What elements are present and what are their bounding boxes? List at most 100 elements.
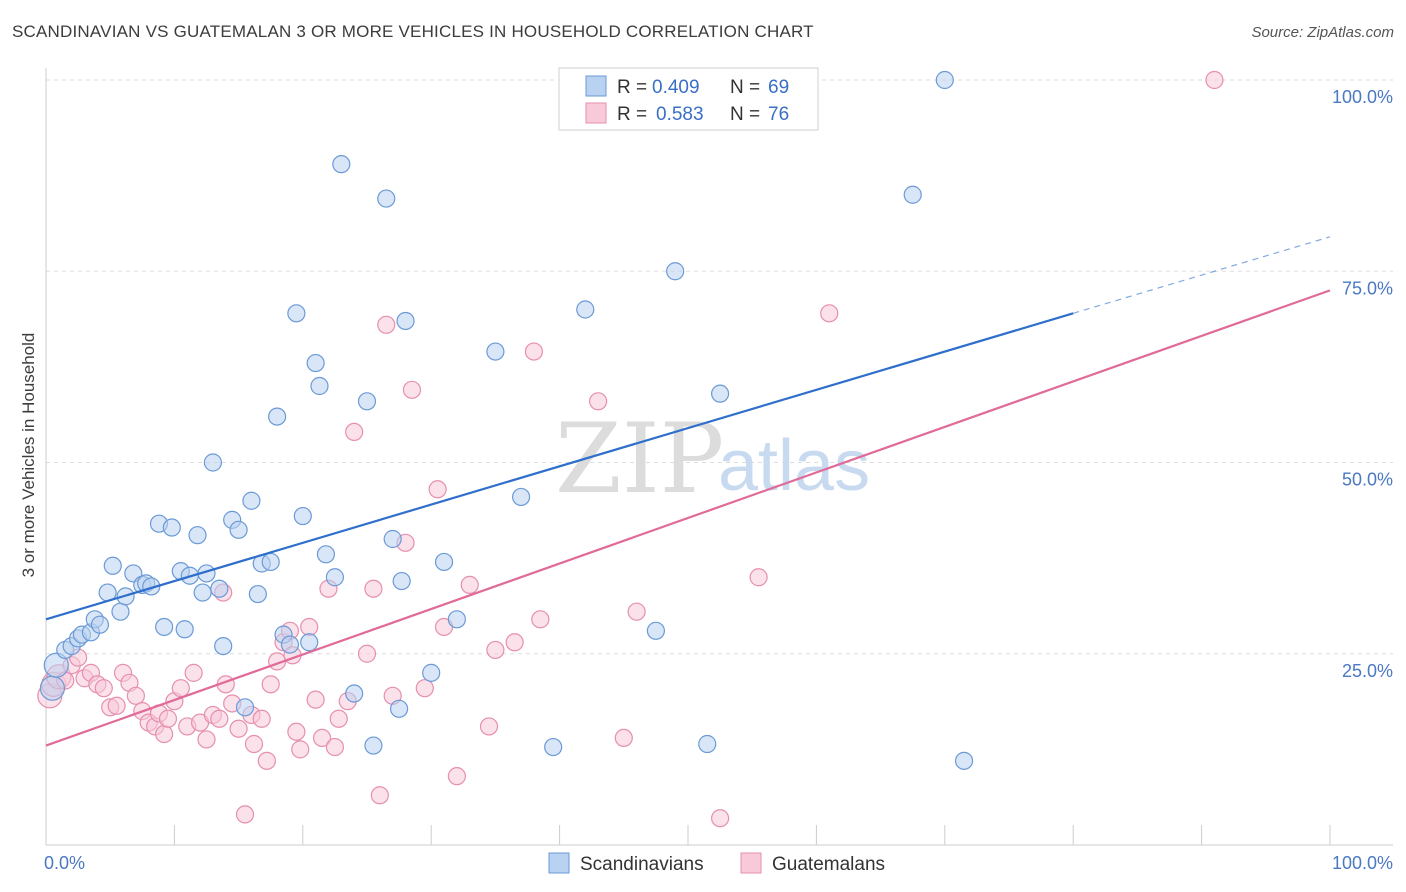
scandinavian-point-47 bbox=[345, 684, 364, 703]
guatemalan-point-46 bbox=[306, 690, 325, 709]
scandinavian-point-66 bbox=[710, 384, 730, 403]
guatemalan-point-22 bbox=[171, 679, 190, 698]
scandinavian-point-60 bbox=[544, 737, 563, 757]
scandinavian-point-40 bbox=[293, 506, 312, 526]
scandinavian-point-54 bbox=[396, 311, 415, 331]
guatemalan-point-69 bbox=[531, 610, 550, 629]
guatemalan-point-68 bbox=[524, 342, 544, 361]
scandinavian-point-24 bbox=[193, 583, 212, 602]
scandinavian-point-36 bbox=[268, 407, 287, 426]
scandinavian-point-48 bbox=[357, 392, 377, 411]
scandinavian-point-23 bbox=[188, 526, 207, 545]
guatemalan-point-66 bbox=[486, 640, 505, 660]
guatemalan-point-73 bbox=[710, 809, 730, 828]
legend-n-label-scandinavians: N = bbox=[730, 77, 760, 98]
guatemalan-point-35 bbox=[244, 734, 264, 754]
guatemalan-point-20 bbox=[158, 709, 178, 728]
scandinavian-point-31 bbox=[235, 698, 255, 717]
scandinavian-point-19 bbox=[162, 518, 181, 537]
guatemalan-point-59 bbox=[402, 380, 422, 399]
x-tick-label-0: 0.0% bbox=[44, 853, 85, 873]
scandinavian-trend-extension bbox=[1073, 236, 1331, 314]
guatemalan-point-71 bbox=[614, 728, 633, 748]
scandinavian-point-11 bbox=[111, 602, 130, 621]
guatemalan-point-47 bbox=[312, 728, 332, 748]
scandinavian-point-53 bbox=[392, 571, 411, 591]
guatemalan-point-63 bbox=[447, 767, 466, 786]
bottom-legend-swatch-scandinavians bbox=[548, 852, 570, 874]
scandinavian-point-50 bbox=[377, 189, 396, 208]
guatemalan-point-44 bbox=[291, 740, 310, 759]
scandinavian-point-28 bbox=[214, 636, 233, 656]
source-label: Source: ZipAtlas.com bbox=[1251, 24, 1394, 41]
scandinavian-point-68 bbox=[935, 70, 954, 90]
scandinavian-point-39 bbox=[287, 304, 306, 323]
scandinavian-point-1 bbox=[43, 652, 69, 678]
guatemalan-point-61 bbox=[428, 480, 447, 499]
scandinavian-point-46 bbox=[332, 155, 351, 174]
scandinavian-point-38 bbox=[280, 635, 300, 654]
guatemalan-point-75 bbox=[820, 304, 839, 323]
scandinavian-point-33 bbox=[248, 584, 267, 604]
scandinavian-point-32 bbox=[242, 491, 261, 510]
scandinavian-point-67 bbox=[903, 185, 922, 204]
y-tick-label-1: 50.0% bbox=[1342, 470, 1393, 490]
guatemalan-point-52 bbox=[345, 422, 364, 441]
scandinavian-point-69 bbox=[954, 751, 974, 770]
scandinavian-trend-line bbox=[45, 312, 1074, 621]
legend-n-value-guatemalans: 76 bbox=[768, 104, 789, 125]
scandinavian-point-63 bbox=[646, 621, 666, 640]
y-tick-label-3: 100.0% bbox=[1332, 87, 1393, 107]
guatemalan-point-56 bbox=[377, 315, 396, 334]
scandinavian-point-8 bbox=[90, 615, 110, 634]
legend-swatch-guatemalans bbox=[585, 102, 607, 124]
guatemalan-trend-line bbox=[45, 289, 1331, 747]
guatemalan-point-33 bbox=[235, 805, 255, 824]
scandinavian-point-30 bbox=[229, 520, 248, 539]
scandinavian-point-27 bbox=[210, 579, 229, 598]
scandinavian-point-26 bbox=[203, 453, 223, 472]
legend: R = 0.409 N = 69 R = 0.583 N = 76 bbox=[558, 67, 819, 131]
scandinavian-point-58 bbox=[486, 342, 505, 361]
scandinavian-point-51 bbox=[383, 529, 402, 549]
guatemalan-point-19 bbox=[155, 724, 174, 744]
data-points bbox=[37, 70, 1224, 828]
scandinavian-point-52 bbox=[390, 699, 409, 718]
scandinavian-point-42 bbox=[306, 353, 325, 373]
guatemalan-point-37 bbox=[257, 751, 276, 770]
y-tick-labels: 25.0% 50.0% 75.0% 100.0% bbox=[1332, 87, 1393, 681]
scandinavian-point-21 bbox=[175, 620, 194, 639]
bottom-legend-label-guatemalans: Guatemalans bbox=[772, 854, 885, 875]
scandinavian-point-10 bbox=[103, 556, 122, 575]
scandinavian-point-44 bbox=[316, 545, 336, 564]
guatemalan-point-65 bbox=[479, 717, 499, 736]
scandinavian-point-55 bbox=[422, 663, 441, 682]
scandinavian-point-61 bbox=[576, 300, 595, 319]
guatemalan-point-64 bbox=[460, 575, 479, 595]
axes bbox=[45, 68, 1393, 846]
legend-r-value-scandinavians: 0.409 bbox=[652, 77, 700, 98]
guatemalan-point-50 bbox=[329, 709, 348, 728]
guatemalan-point-26 bbox=[197, 730, 216, 749]
bottom-legend-swatch-guatemalans bbox=[740, 852, 762, 874]
legend-n-label-guatemalans: N = bbox=[730, 104, 760, 125]
legend-n-value-scandinavians: 69 bbox=[768, 77, 789, 98]
legend-swatch-scandinavians bbox=[585, 75, 607, 97]
guatemalan-point-76 bbox=[1205, 70, 1224, 90]
x-tick-label-1: 100.0% bbox=[1332, 853, 1393, 873]
guatemalan-point-14 bbox=[126, 686, 145, 705]
legend-r-label-scandinavians: R = bbox=[617, 77, 647, 98]
watermark-atlas: atlas bbox=[718, 426, 870, 506]
scandinavian-point-64 bbox=[666, 262, 685, 281]
bottom-legend-label-scandinavians: Scandinavians bbox=[580, 854, 704, 875]
guatemalan-point-49 bbox=[325, 737, 344, 757]
guatemalan-point-55 bbox=[370, 786, 389, 805]
guatemalan-point-60 bbox=[415, 679, 434, 698]
legend-r-value-guatemalans: 0.583 bbox=[656, 104, 704, 125]
guatemalan-point-67 bbox=[505, 633, 524, 652]
guatemalan-point-54 bbox=[364, 579, 383, 598]
guatemalan-point-70 bbox=[589, 392, 608, 411]
legend-r-label-guatemalans: R = bbox=[617, 104, 647, 125]
scandinavian-point-41 bbox=[300, 633, 319, 652]
